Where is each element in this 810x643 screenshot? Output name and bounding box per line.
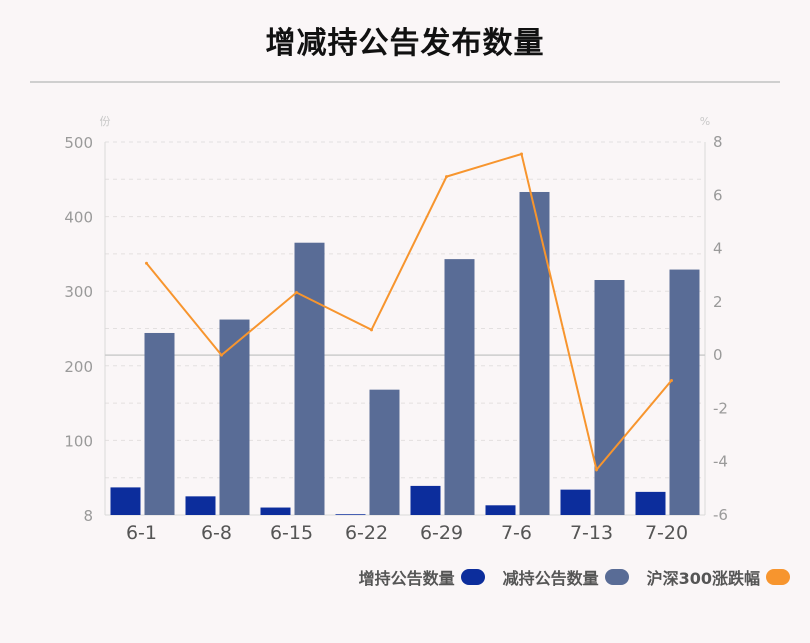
bar-increase bbox=[485, 505, 516, 515]
legend-label-csi300: 沪深300涨跌幅 bbox=[646, 569, 760, 588]
legend-label-increase: 增持公告数量 bbox=[358, 569, 455, 588]
bar-increase bbox=[260, 507, 291, 515]
right-tick-label: 8 bbox=[713, 133, 723, 151]
right-tick-label: -4 bbox=[713, 453, 728, 471]
bar-increase bbox=[110, 487, 141, 515]
bar-increase bbox=[335, 514, 366, 515]
right-tick-label: -2 bbox=[713, 399, 728, 417]
bar-increase bbox=[635, 491, 666, 515]
right-axis-unit: % bbox=[700, 115, 710, 128]
legend-item-decrease: 减持公告数量 bbox=[503, 565, 629, 589]
legend-swatch-decrease bbox=[604, 569, 629, 585]
legend-item-csi300: 沪深300涨跌幅 bbox=[647, 565, 790, 589]
bar-decrease bbox=[594, 280, 625, 515]
left-tick-label: 400 bbox=[64, 209, 93, 227]
chart-legend: 增持公告数量 减持公告数量 沪深300涨跌幅 bbox=[359, 565, 790, 589]
x-tick-label: 7-20 bbox=[645, 522, 688, 544]
legend-swatch-csi300 bbox=[766, 569, 790, 585]
line-point-csi300 bbox=[370, 328, 373, 332]
title-divider bbox=[30, 81, 780, 83]
bar-increase bbox=[410, 485, 441, 515]
x-tick-label: 7-13 bbox=[570, 522, 613, 544]
bar-decrease bbox=[519, 191, 550, 515]
bar-decrease bbox=[444, 259, 475, 515]
left-tick-label: 500 bbox=[64, 134, 93, 152]
right-tick-label: 4 bbox=[713, 240, 723, 258]
line-point-csi300 bbox=[445, 175, 448, 179]
bar-increase bbox=[560, 489, 591, 515]
x-tick-label: 7-6 bbox=[501, 522, 532, 544]
right-tick-label: 6 bbox=[713, 186, 723, 204]
line-point-csi300 bbox=[220, 353, 223, 357]
bar-decrease bbox=[294, 242, 325, 515]
bar-decrease bbox=[219, 319, 250, 515]
line-point-csi300 bbox=[520, 152, 523, 156]
bar-decrease bbox=[369, 389, 400, 515]
right-tick-label: 0 bbox=[713, 346, 723, 364]
x-tick-label: 6-29 bbox=[420, 522, 463, 544]
left-tick-label: 8 bbox=[83, 507, 93, 525]
line-point-csi300 bbox=[295, 291, 298, 295]
x-tick-label: 6-15 bbox=[270, 522, 313, 544]
line-point-csi300 bbox=[595, 468, 598, 472]
legend-swatch-increase bbox=[460, 569, 485, 585]
x-tick-label: 6-1 bbox=[126, 522, 157, 544]
left-tick-label: 100 bbox=[64, 432, 93, 450]
legend-item-increase: 增持公告数量 bbox=[359, 565, 485, 589]
right-tick-label: -6 bbox=[713, 506, 728, 524]
bar-decrease bbox=[144, 332, 175, 515]
chart-title: 增减持公告发布数量 bbox=[265, 26, 545, 61]
x-tick-label: 6-8 bbox=[201, 522, 232, 544]
line-point-csi300 bbox=[670, 378, 673, 382]
x-tick-label: 6-22 bbox=[345, 522, 388, 544]
left-tick-label: 200 bbox=[64, 358, 93, 376]
left-tick-label: 300 bbox=[64, 283, 93, 301]
legend-label-decrease: 减持公告数量 bbox=[502, 569, 599, 588]
line-point-csi300 bbox=[145, 261, 148, 265]
line-csi300 bbox=[145, 152, 673, 472]
bar-decrease bbox=[669, 269, 700, 515]
right-tick-label: 2 bbox=[713, 293, 723, 311]
bar-increase bbox=[185, 496, 216, 515]
left-axis-unit: 份 bbox=[100, 115, 111, 128]
